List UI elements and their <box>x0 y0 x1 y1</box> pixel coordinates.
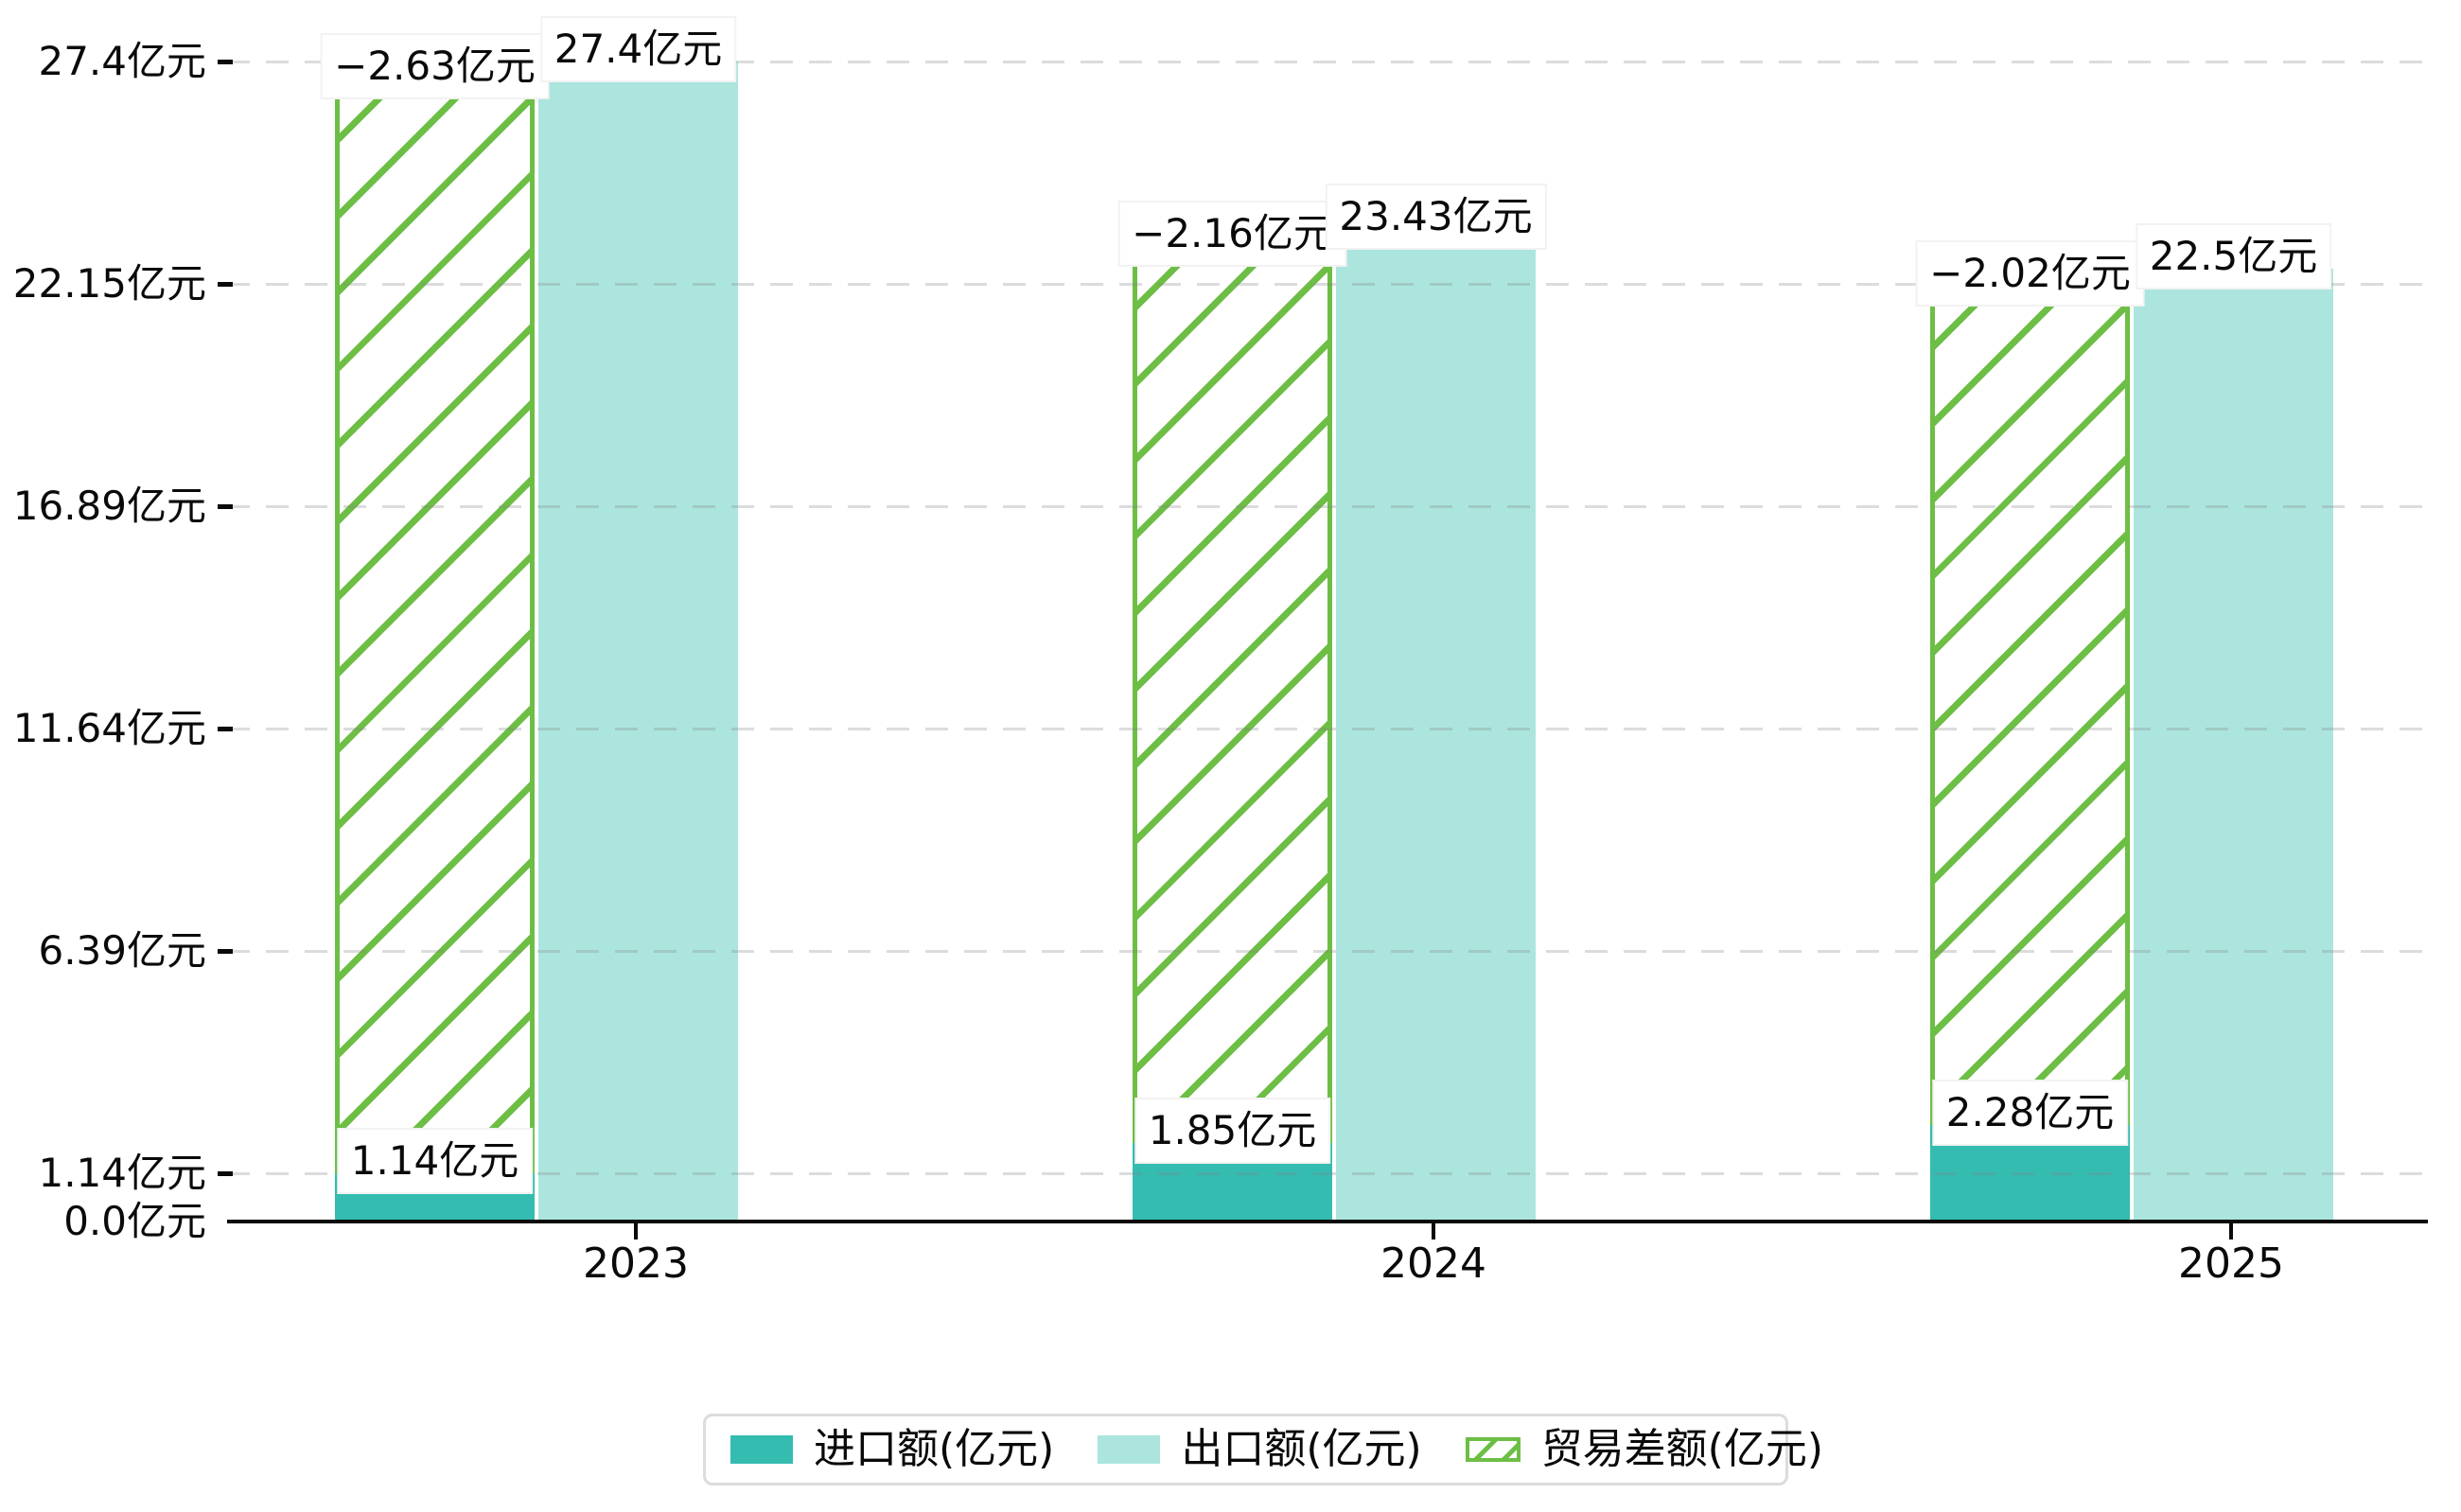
y-tick-mark <box>218 504 233 509</box>
y-axis-tick-label: 22.15亿元 <box>12 259 206 307</box>
export-swatch-icon <box>1098 1435 1161 1464</box>
bar-trade-balance-2025 <box>1930 268 2130 1125</box>
data-label-import-2024: 1.85亿元 <box>1134 1098 1331 1165</box>
bar-export-2024 <box>1336 229 1536 1222</box>
data-label-import-2025: 2.28亿元 <box>1931 1079 2129 1146</box>
gridline-16.89 <box>227 505 2428 508</box>
x-axis-label-2023: 2023 <box>583 1239 689 1288</box>
legend-item-balance: 贸易差额(亿元) <box>1465 1425 1824 1473</box>
y-tick-mark <box>218 59 233 64</box>
legend-item-export: 出口额(亿元) <box>1098 1425 1422 1473</box>
data-label-balance-2023: −2.63亿元 <box>320 32 550 99</box>
data-label-export-2024: 23.43亿元 <box>1325 184 1547 251</box>
x-axis-line <box>227 1220 2428 1223</box>
data-label-balance-2024: −2.16亿元 <box>1117 201 1347 268</box>
legend-label-balance: 贸易差额(亿元) <box>1540 1425 1824 1473</box>
y-axis-tick-label: 16.89亿元 <box>12 483 206 529</box>
y-tick-mark <box>218 1170 233 1176</box>
y-tick-mark <box>218 948 233 954</box>
data-label-balance-2025: −2.02亿元 <box>1915 239 2145 307</box>
bar-trade-balance-2024 <box>1133 229 1332 1144</box>
legend-item-import: 进口额(亿元) <box>730 1429 1054 1470</box>
y-tick-mark <box>218 281 233 287</box>
x-tick-mark-2024 <box>1432 1222 1435 1239</box>
import-swatch-icon <box>730 1435 793 1464</box>
gridline-11.64 <box>227 727 2428 730</box>
legend-label-export: 出口额(亿元) <box>1181 1425 1422 1473</box>
data-label-import-2023: 1.14亿元 <box>336 1127 534 1194</box>
y-axis-tick-label: 1.14亿元 <box>38 1149 206 1196</box>
bar-export-2025 <box>2134 268 2333 1222</box>
y-axis-tick-label: 0.0亿元 <box>63 1198 206 1244</box>
data-label-export-2023: 27.4亿元 <box>539 15 737 82</box>
x-tick-mark-2023 <box>634 1222 638 1239</box>
data-label-export-2025: 22.5亿元 <box>2135 222 2332 290</box>
balance-hatched-swatch-icon <box>1465 1437 1521 1462</box>
chart-legend: 进口额(亿元) 出口额(亿元) 贸易差额(亿元) <box>703 1414 1823 1486</box>
x-axis-label-2025: 2025 <box>2178 1239 2284 1288</box>
gridline-6.39 <box>227 949 2428 953</box>
x-axis-label-2024: 2024 <box>1380 1239 1486 1288</box>
bar-trade-balance-2023 <box>335 61 535 1173</box>
gridline-27.4 <box>227 60 2428 63</box>
gridline-1.14 <box>227 1171 2428 1175</box>
y-axis-tick-label: 6.39亿元 <box>38 926 206 974</box>
y-axis-tick-label: 11.64亿元 <box>12 704 206 751</box>
gridline-22.15 <box>227 282 2428 286</box>
x-tick-mark-2025 <box>2229 1222 2233 1239</box>
y-tick-mark <box>218 726 233 731</box>
legend-label-import: 进口额(亿元) <box>814 1425 1055 1473</box>
y-axis-tick-label: 27.4亿元 <box>38 37 206 84</box>
bar-export-2023 <box>538 61 738 1222</box>
